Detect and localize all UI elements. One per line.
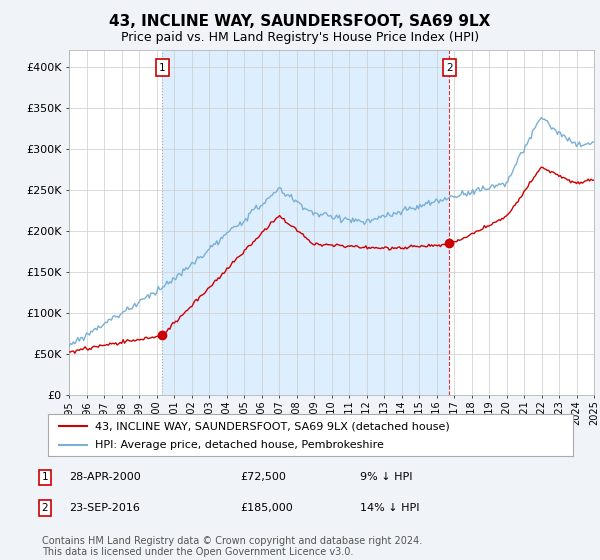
Text: 14% ↓ HPI: 14% ↓ HPI — [360, 503, 419, 513]
Bar — [162, 50, 449, 395]
Text: 1: 1 — [41, 472, 49, 482]
Text: 43, INCLINE WAY, SAUNDERSFOOT, SA69 9LX: 43, INCLINE WAY, SAUNDERSFOOT, SA69 9LX — [109, 14, 491, 29]
Text: 23-SEP-2016: 23-SEP-2016 — [69, 503, 140, 513]
Text: Contains HM Land Registry data © Crown copyright and database right 2024.
This d: Contains HM Land Registry data © Crown c… — [42, 535, 422, 557]
Text: 2: 2 — [446, 63, 452, 73]
Text: £72,500: £72,500 — [240, 472, 286, 482]
Text: Price paid vs. HM Land Registry's House Price Index (HPI): Price paid vs. HM Land Registry's House … — [121, 31, 479, 44]
Text: £185,000: £185,000 — [240, 503, 293, 513]
Text: HPI: Average price, detached house, Pembrokeshire: HPI: Average price, detached house, Pemb… — [95, 440, 384, 450]
Text: 9% ↓ HPI: 9% ↓ HPI — [360, 472, 413, 482]
Text: 1: 1 — [159, 63, 166, 73]
Text: 2: 2 — [41, 503, 49, 513]
Text: 28-APR-2000: 28-APR-2000 — [69, 472, 141, 482]
Text: 43, INCLINE WAY, SAUNDERSFOOT, SA69 9LX (detached house): 43, INCLINE WAY, SAUNDERSFOOT, SA69 9LX … — [95, 421, 450, 431]
